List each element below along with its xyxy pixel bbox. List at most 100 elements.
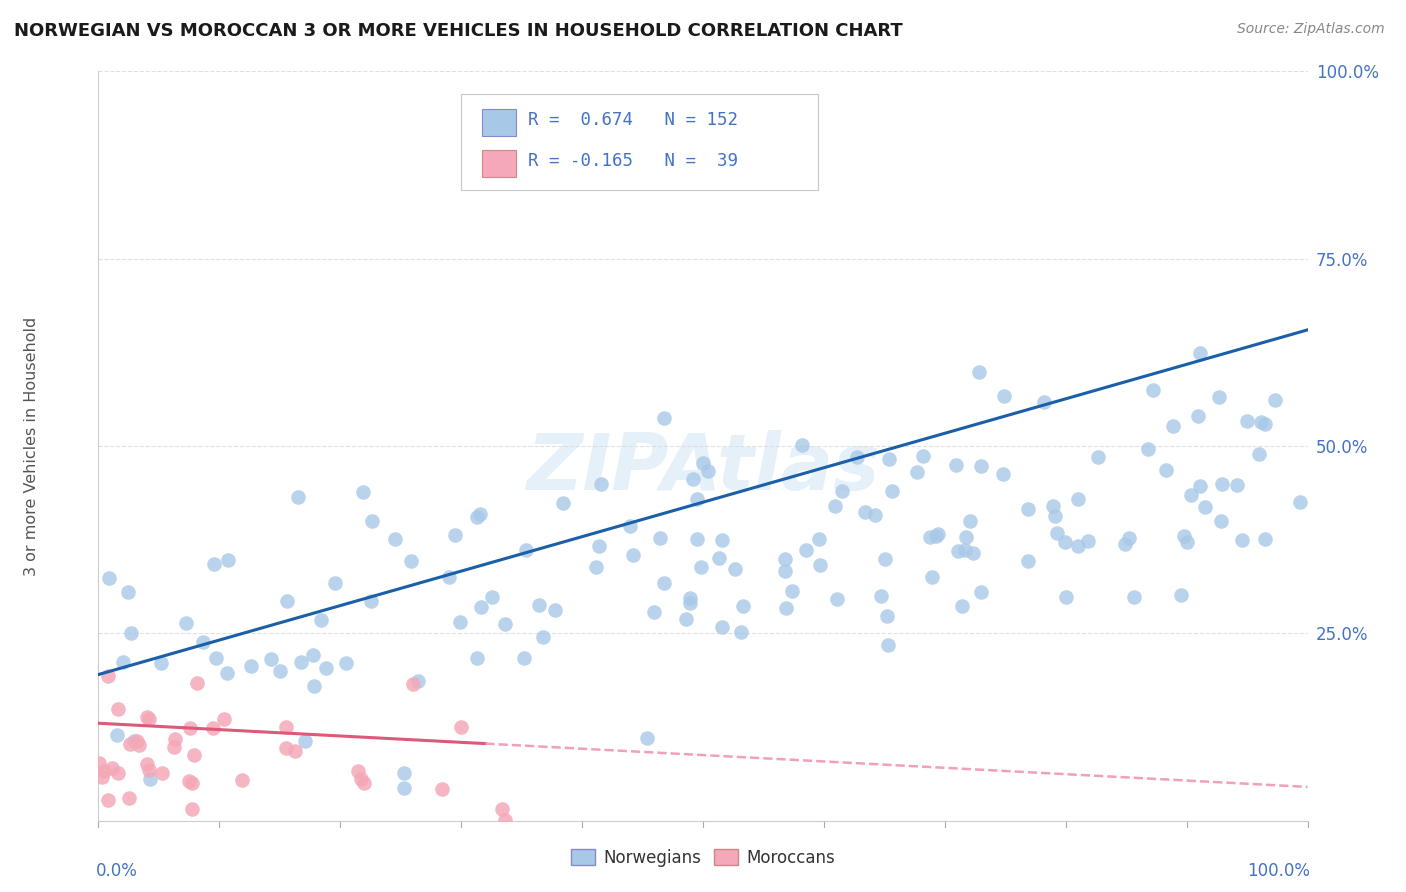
Point	[183, 747, 205, 762]
Point	[585, 560, 607, 574]
Point	[877, 638, 900, 652]
Point	[87, 756, 110, 771]
Point	[1289, 494, 1312, 508]
Point	[959, 514, 981, 528]
Point	[1187, 409, 1209, 424]
Point	[724, 562, 747, 576]
FancyBboxPatch shape	[461, 94, 818, 190]
Point	[1180, 488, 1202, 502]
Point	[686, 532, 709, 546]
Legend: Norwegians, Moroccans: Norwegians, Moroccans	[565, 842, 841, 874]
Point	[690, 560, 713, 574]
Text: ZIPAtlas: ZIPAtlas	[526, 431, 880, 507]
Point	[204, 558, 226, 572]
Point	[1054, 535, 1077, 549]
Point	[290, 655, 312, 669]
Point	[619, 519, 641, 533]
Point	[138, 712, 160, 726]
Point	[1173, 529, 1195, 543]
Point	[384, 532, 406, 546]
Point	[231, 773, 253, 788]
Point	[494, 813, 516, 827]
Point	[205, 651, 228, 665]
Point	[1188, 479, 1211, 493]
Point	[309, 613, 332, 627]
Point	[406, 673, 429, 688]
Point	[465, 651, 488, 665]
Point	[967, 365, 990, 379]
Point	[1254, 417, 1277, 431]
Text: 0.0%: 0.0%	[96, 862, 138, 880]
Point	[163, 740, 186, 755]
Point	[865, 508, 887, 522]
Point	[107, 766, 129, 780]
Point	[1189, 345, 1212, 359]
Point	[276, 594, 298, 608]
Point	[512, 651, 534, 665]
Point	[1230, 533, 1253, 547]
Point	[1236, 414, 1258, 428]
Point	[301, 648, 323, 662]
Point	[346, 764, 368, 778]
Point	[1067, 491, 1090, 506]
Point	[877, 452, 900, 467]
Point	[730, 625, 752, 640]
Point	[790, 438, 813, 452]
Point	[139, 772, 162, 786]
Point	[1142, 383, 1164, 397]
Point	[1208, 390, 1230, 404]
Point	[696, 464, 718, 478]
Point	[174, 615, 197, 630]
Text: NORWEGIAN VS MOROCCAN 3 OR MORE VEHICLES IN HOUSEHOLD CORRELATION CHART: NORWEGIAN VS MOROCCAN 3 OR MORE VEHICLES…	[14, 22, 903, 40]
Point	[1042, 499, 1064, 513]
Point	[284, 744, 307, 758]
Point	[352, 484, 374, 499]
Point	[531, 630, 554, 644]
Point	[107, 702, 129, 716]
Point	[927, 526, 949, 541]
Point	[287, 491, 309, 505]
Point	[239, 658, 262, 673]
Point	[824, 499, 846, 513]
Point	[360, 594, 382, 608]
Point	[443, 528, 465, 542]
Point	[100, 761, 122, 775]
Point	[465, 509, 488, 524]
Point	[955, 530, 977, 544]
Point	[1123, 590, 1146, 604]
Point	[294, 734, 316, 748]
Point	[1154, 463, 1177, 477]
Point	[430, 781, 453, 796]
Text: R =  0.674   N = 152: R = 0.674 N = 152	[527, 112, 738, 129]
Point	[179, 721, 201, 735]
Point	[105, 727, 128, 741]
Point	[527, 599, 550, 613]
Point	[269, 664, 291, 678]
Point	[882, 484, 904, 499]
Point	[399, 554, 422, 568]
Point	[136, 710, 159, 724]
Point	[136, 756, 159, 771]
Point	[1194, 500, 1216, 514]
Point	[991, 467, 1014, 482]
Text: R = -0.165   N =  39: R = -0.165 N = 39	[527, 153, 738, 170]
Point	[682, 472, 704, 486]
Point	[180, 776, 202, 790]
Point	[707, 550, 730, 565]
Point	[470, 600, 492, 615]
Point	[551, 496, 574, 510]
Point	[402, 677, 425, 691]
Point	[544, 603, 567, 617]
Point	[1118, 531, 1140, 545]
Point	[948, 544, 970, 558]
Point	[392, 780, 415, 795]
Point	[127, 733, 149, 747]
Point	[468, 507, 491, 521]
Point	[1114, 537, 1136, 551]
Point	[970, 585, 993, 599]
Point	[588, 539, 610, 553]
Point	[1211, 476, 1233, 491]
Point	[97, 669, 120, 683]
Point	[1264, 393, 1286, 408]
Point	[711, 620, 734, 634]
